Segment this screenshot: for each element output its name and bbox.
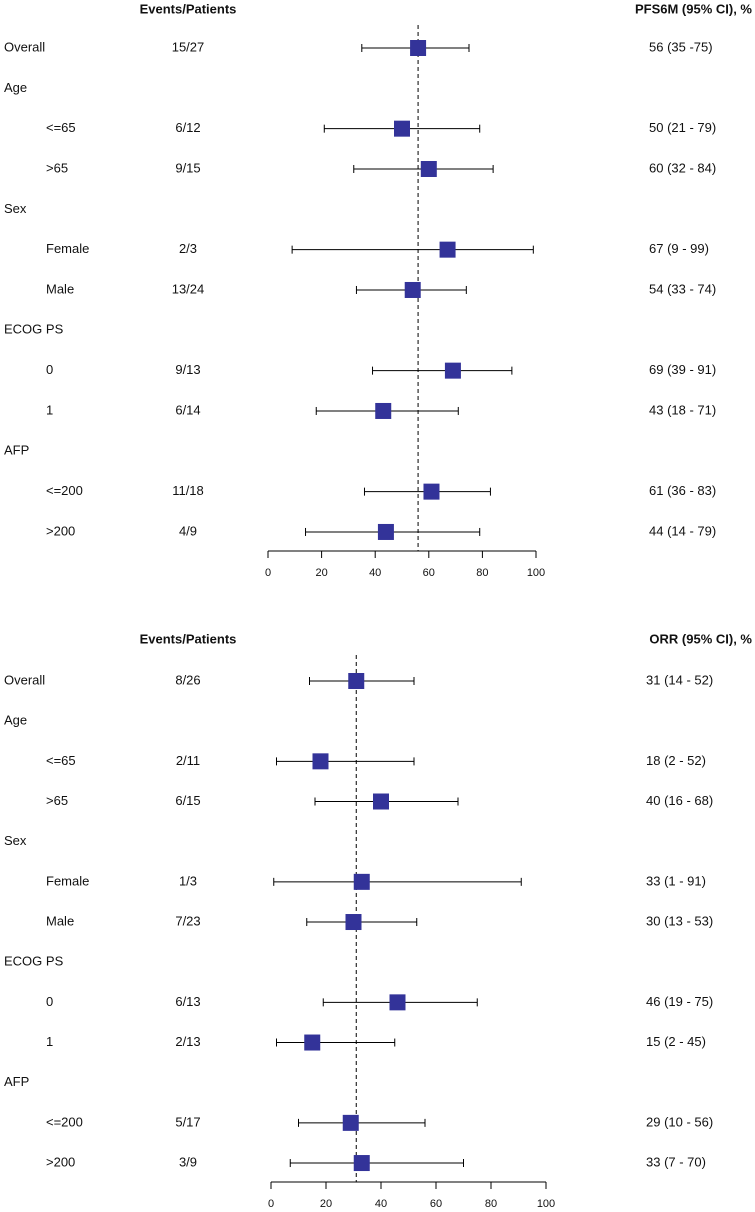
events: 8/26 xyxy=(175,672,200,687)
row-label: Female xyxy=(46,873,89,888)
events: 9/13 xyxy=(175,362,200,377)
row-label: 1 xyxy=(46,402,53,417)
row-label: Overall xyxy=(4,39,45,54)
row-label: AFP xyxy=(4,443,29,458)
row-label: 0 xyxy=(46,994,53,1009)
x-tick-label: 20 xyxy=(315,567,327,579)
estimate-label: 44 (14 - 79) xyxy=(649,523,716,538)
x-tick-label: 0 xyxy=(265,567,271,579)
events: 4/9 xyxy=(179,523,197,538)
x-tick-label: 60 xyxy=(430,1198,442,1210)
estimate-header: PFS6M (95% CI), % xyxy=(635,1,752,16)
x-tick-label: 80 xyxy=(476,567,488,579)
events: 1/3 xyxy=(179,873,197,888)
events: 3/9 xyxy=(179,1154,197,1169)
estimate-label: 54 (33 - 74) xyxy=(649,281,716,296)
x-tick-label: 20 xyxy=(320,1198,332,1210)
row-label: <=200 xyxy=(46,483,83,498)
row-label: <=200 xyxy=(46,1114,83,1129)
estimate-marker xyxy=(312,753,329,770)
row-label: AFP xyxy=(4,1074,29,1089)
row-label: ECOG PS xyxy=(4,954,64,969)
events-header: Events/Patients xyxy=(140,631,237,646)
estimate-marker xyxy=(420,160,437,177)
estimate-label: 18 (2 - 52) xyxy=(646,753,706,768)
row-label: >65 xyxy=(46,793,68,808)
estimate-header: ORR (95% CI), % xyxy=(649,631,752,646)
x-tick-label: 100 xyxy=(527,567,545,579)
estimate-marker xyxy=(342,1114,359,1131)
row-label: Age xyxy=(4,80,27,95)
row-label: Male xyxy=(46,913,74,928)
row-label: ECOG PS xyxy=(4,322,64,337)
estimate-marker xyxy=(345,914,362,931)
row-label: >200 xyxy=(46,1154,75,1169)
row-label: >65 xyxy=(46,160,68,175)
estimate-marker xyxy=(353,873,370,890)
estimate-label: 60 (32 - 84) xyxy=(649,160,716,175)
estimate-marker xyxy=(389,994,406,1011)
row-label: Male xyxy=(46,281,74,296)
events: 9/15 xyxy=(175,160,200,175)
events: 2/11 xyxy=(176,753,200,768)
events: 6/13 xyxy=(175,994,200,1009)
events: 15/27 xyxy=(172,39,205,54)
events: 5/17 xyxy=(175,1114,200,1129)
estimate-label: 40 (16 - 68) xyxy=(646,793,713,808)
estimate-marker xyxy=(439,241,456,258)
row-label: >200 xyxy=(46,523,75,538)
estimate-label: 15 (2 - 45) xyxy=(646,1034,706,1049)
estimate-marker xyxy=(353,1155,370,1172)
events: 2/3 xyxy=(179,241,197,256)
estimate-label: 61 (36 - 83) xyxy=(649,483,716,498)
row-label: 1 xyxy=(46,1034,53,1049)
estimate-marker xyxy=(404,281,421,298)
events: 6/12 xyxy=(175,120,200,135)
events: 6/14 xyxy=(175,402,200,417)
estimate-label: 30 (13 - 53) xyxy=(646,913,713,928)
estimate-label: 33 (7 - 70) xyxy=(646,1154,706,1169)
estimate-label: 67 (9 - 99) xyxy=(649,241,709,256)
row-label: Female xyxy=(46,241,89,256)
estimate-marker xyxy=(394,120,410,137)
x-tick-label: 40 xyxy=(375,1198,387,1210)
events: 13/24 xyxy=(172,281,205,296)
estimate-label: 50 (21 - 79) xyxy=(649,120,716,135)
x-tick-label: 40 xyxy=(369,567,381,579)
estimate-label: 46 (19 - 75) xyxy=(646,994,713,1009)
events: 7/23 xyxy=(175,913,200,928)
x-tick-label: 80 xyxy=(485,1198,497,1210)
row-label: Age xyxy=(4,713,27,728)
row-label: <=65 xyxy=(46,753,76,768)
estimate-marker xyxy=(304,1034,321,1051)
row-label: 0 xyxy=(46,362,53,377)
x-tick-label: 60 xyxy=(423,567,435,579)
x-tick-label: 100 xyxy=(537,1198,555,1210)
estimate-label: 56 (35 -75) xyxy=(649,39,713,54)
events: 11/18 xyxy=(172,483,204,498)
estimate-label: 43 (18 - 71) xyxy=(649,402,716,417)
estimate-marker xyxy=(348,673,365,689)
row-label: Sex xyxy=(4,201,27,216)
events-header: Events/Patients xyxy=(140,1,237,16)
estimate-marker xyxy=(444,362,461,379)
estimate-label: 29 (10 - 56) xyxy=(646,1114,713,1129)
x-tick-label: 0 xyxy=(268,1198,274,1210)
estimate-marker xyxy=(375,402,392,419)
estimate-marker xyxy=(373,793,389,810)
events: 2/13 xyxy=(175,1034,200,1049)
estimate-label: 31 (14 - 52) xyxy=(646,672,713,687)
row-label: Sex xyxy=(4,833,27,848)
events: 6/15 xyxy=(175,793,200,808)
estimate-marker xyxy=(410,40,427,56)
row-label: Overall xyxy=(4,672,45,687)
estimate-label: 69 (39 - 91) xyxy=(649,362,716,377)
estimate-marker xyxy=(377,523,394,540)
row-label: <=65 xyxy=(46,120,76,135)
estimate-marker xyxy=(423,483,440,500)
estimate-label: 33 (1 - 91) xyxy=(646,873,706,888)
